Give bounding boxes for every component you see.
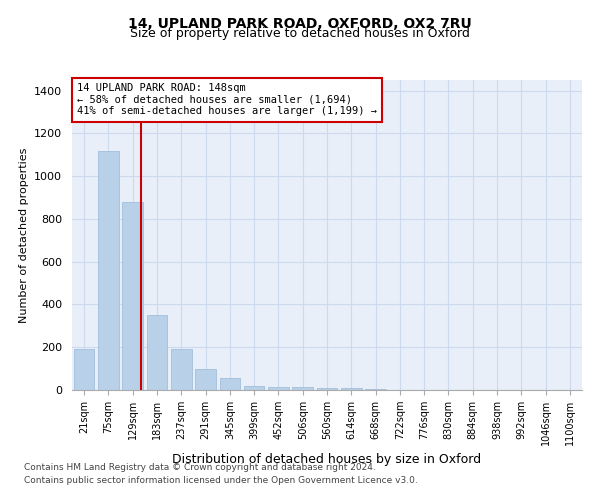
Bar xyxy=(341,388,362,390)
Bar xyxy=(317,388,337,390)
Text: Contains HM Land Registry data © Crown copyright and database right 2024.: Contains HM Land Registry data © Crown c… xyxy=(24,464,376,472)
Bar xyxy=(171,350,191,390)
Bar xyxy=(365,389,386,390)
Bar xyxy=(244,386,265,390)
Text: 14, UPLAND PARK ROAD, OXFORD, OX2 7RU: 14, UPLAND PARK ROAD, OXFORD, OX2 7RU xyxy=(128,18,472,32)
Bar xyxy=(122,202,143,390)
Bar xyxy=(146,315,167,390)
X-axis label: Distribution of detached houses by size in Oxford: Distribution of detached houses by size … xyxy=(172,454,482,466)
Text: Contains public sector information licensed under the Open Government Licence v3: Contains public sector information licen… xyxy=(24,476,418,485)
Y-axis label: Number of detached properties: Number of detached properties xyxy=(19,148,29,322)
Bar xyxy=(220,378,240,390)
Bar xyxy=(98,150,119,390)
Bar xyxy=(292,388,313,390)
Bar xyxy=(268,387,289,390)
Bar xyxy=(195,368,216,390)
Text: Size of property relative to detached houses in Oxford: Size of property relative to detached ho… xyxy=(130,28,470,40)
Text: 14 UPLAND PARK ROAD: 148sqm
← 58% of detached houses are smaller (1,694)
41% of : 14 UPLAND PARK ROAD: 148sqm ← 58% of det… xyxy=(77,83,377,116)
Bar xyxy=(74,350,94,390)
